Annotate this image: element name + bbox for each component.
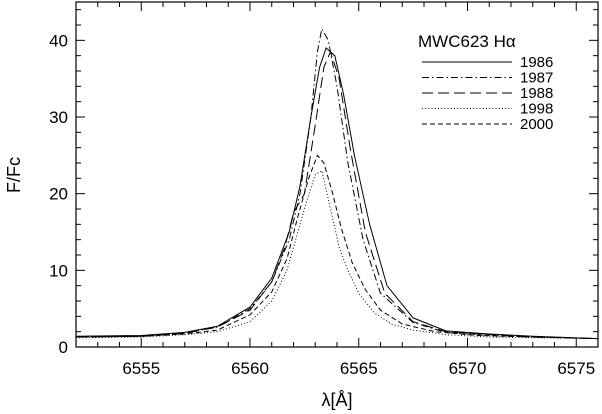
ticks-group: 6555 6560 6565 6570 6575 0 10 20 30 40	[49, 2, 599, 378]
legend-label-1986: 1986	[520, 54, 553, 71]
x-tick-label: 6565	[340, 359, 378, 378]
series-line-1998	[75, 169, 599, 340]
series-group	[75, 27, 599, 340]
y-tick-label: 40	[49, 31, 68, 50]
y-tick-label: 10	[49, 261, 68, 280]
legend-label-1998: 1998	[520, 101, 553, 118]
y-tick-label: 20	[49, 185, 68, 204]
x-tick-label: 6570	[449, 359, 487, 378]
y-tick-label: 0	[59, 338, 68, 357]
series-line-1986	[75, 47, 599, 340]
x-axis-title: λ[Å]	[321, 390, 352, 410]
x-tick-label: 6560	[231, 359, 269, 378]
y-tick-label: 30	[49, 108, 68, 127]
legend-label-2000: 2000	[520, 116, 553, 133]
y-axis-title: F/Fc	[4, 157, 24, 193]
series-line-1988	[75, 50, 599, 340]
legend-label-1987: 1987	[520, 70, 553, 87]
x-tick-label: 6555	[122, 359, 160, 378]
legend-title: MWC623 Hα	[418, 32, 516, 51]
legend-label-1988: 1988	[520, 85, 553, 102]
x-tick-label: 6575	[557, 359, 595, 378]
series-line-2000	[75, 154, 599, 340]
